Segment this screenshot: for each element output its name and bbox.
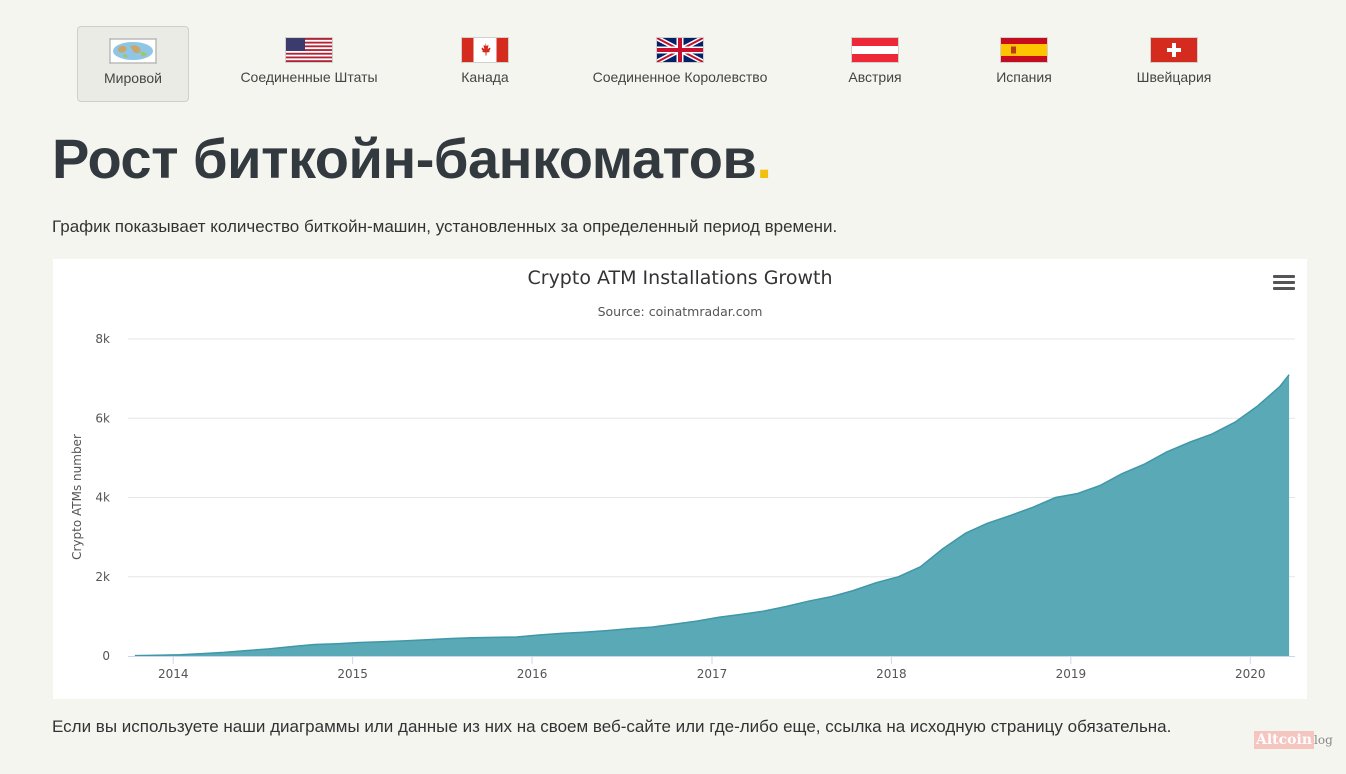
y-tick-label: 6k bbox=[95, 411, 110, 425]
x-tick-label: 2016 bbox=[517, 667, 548, 681]
x-tick-label: 2015 bbox=[337, 667, 368, 681]
tab-label: Соединенное Королевство bbox=[592, 69, 768, 85]
x-tick-label: 2019 bbox=[1056, 667, 1087, 681]
chart-svg: 2014 2015 2016 2017 2018 2019 2020 0 2k 4k 6k 8k C… bbox=[70, 267, 1295, 681]
watermark-part2: log bbox=[1314, 733, 1333, 747]
y-axis-ticks: 0 2k 4k 6k 8k bbox=[95, 332, 110, 663]
tab-label: Испания bbox=[996, 69, 1052, 85]
chart-menu-icon[interactable] bbox=[1273, 275, 1295, 293]
chart-title: Crypto ATM Installations Growth bbox=[527, 267, 832, 289]
tab-label: Мировой bbox=[104, 70, 162, 86]
series-line bbox=[134, 374, 1290, 657]
uk-flag-icon bbox=[657, 38, 703, 62]
country-tabs: Мировой Соединенные Штаты bbox=[0, 26, 1346, 102]
watermark-part1: Altcoin bbox=[1254, 731, 1315, 749]
attribution-note: Если вы используете наши диаграммы или д… bbox=[52, 717, 1172, 736]
austria-flag-icon bbox=[852, 38, 898, 62]
tab-switzerland[interactable]: Швейцария bbox=[1124, 26, 1224, 102]
tab-label: Австрия bbox=[848, 69, 902, 85]
tab-canada[interactable]: Канада bbox=[445, 26, 525, 102]
y-tick-label: 8k bbox=[95, 332, 110, 346]
canada-flag-icon bbox=[462, 38, 508, 62]
y-tick-label: 2k bbox=[95, 570, 110, 584]
page-title-dot: . bbox=[756, 127, 772, 190]
x-tick-label: 2014 bbox=[158, 667, 189, 681]
chart-subtitle: Source: coinatmradar.com bbox=[598, 304, 763, 319]
y-tick-label: 4k bbox=[95, 491, 110, 505]
x-tick-label: 2018 bbox=[876, 667, 907, 681]
x-tick-label: 2020 bbox=[1235, 667, 1266, 681]
tab-spain[interactable]: Испания bbox=[984, 26, 1064, 102]
switzerland-flag-icon bbox=[1151, 38, 1197, 62]
us-flag-icon bbox=[286, 38, 332, 62]
page-description: График показывает количество биткойн-маш… bbox=[52, 217, 838, 236]
spain-flag-icon bbox=[1001, 38, 1047, 62]
page-title-text: Рост биткойн-банкоматов bbox=[52, 127, 757, 190]
chart-container: 2014 2015 2016 2017 2018 2019 2020 0 2k 4k 6k 8k C… bbox=[53, 259, 1307, 699]
tab-label: Канада bbox=[461, 69, 509, 85]
y-tick-label: 0 bbox=[102, 649, 110, 663]
page-title: Рост биткойн-банкоматов. bbox=[52, 126, 772, 191]
tab-austria[interactable]: Австрия bbox=[835, 26, 915, 102]
tab-united-states[interactable]: Соединенные Штаты bbox=[234, 26, 384, 102]
tab-united-kingdom[interactable]: Соединенное Королевство bbox=[585, 26, 775, 102]
world-map-icon bbox=[110, 39, 156, 63]
series-area bbox=[134, 374, 1290, 656]
watermark-logo: Altcoin log bbox=[1254, 731, 1333, 749]
y-axis-label: Crypto ATMs number bbox=[70, 434, 84, 560]
tab-label: Швейцария bbox=[1136, 69, 1212, 85]
tab-label: Соединенные Штаты bbox=[240, 69, 378, 85]
tab-world[interactable]: Мировой bbox=[77, 26, 189, 102]
x-tick-label: 2017 bbox=[697, 667, 728, 681]
x-axis-ticks: 2014 2015 2016 2017 2018 2019 2020 bbox=[158, 656, 1266, 681]
